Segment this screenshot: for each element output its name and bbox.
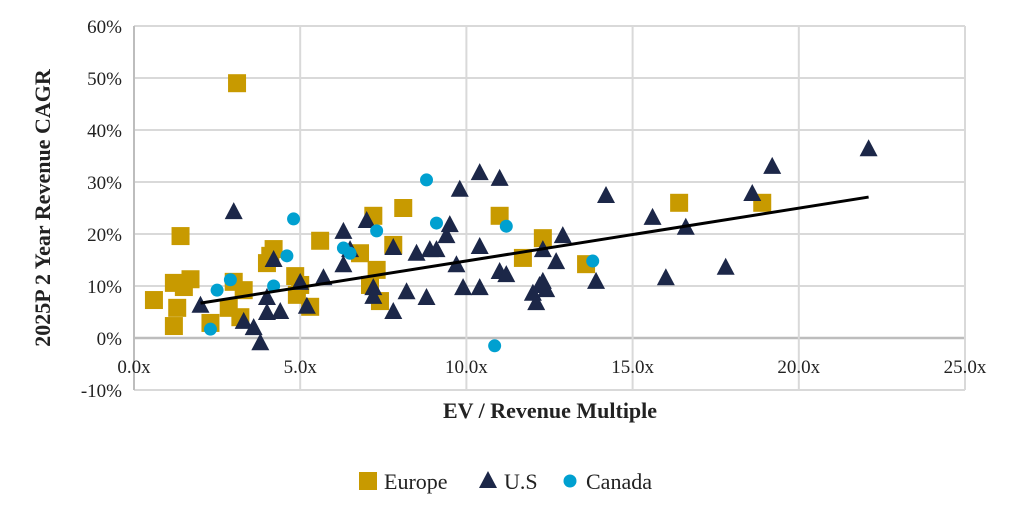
circle-point bbox=[488, 339, 502, 353]
triangle-point bbox=[470, 237, 489, 254]
square-point bbox=[171, 227, 190, 246]
y-tick-label: -10% bbox=[81, 381, 122, 402]
legend-triangle-icon bbox=[479, 471, 497, 488]
triangle-point bbox=[716, 257, 735, 275]
triangle-point bbox=[234, 311, 253, 329]
circle-point bbox=[223, 273, 237, 287]
triangle-point bbox=[407, 243, 426, 261]
circle-point bbox=[586, 254, 600, 268]
y-tick-label: 60% bbox=[87, 17, 122, 38]
triangle-point bbox=[437, 226, 456, 244]
triangle-point bbox=[364, 286, 383, 304]
y-tick-label: 0% bbox=[97, 329, 123, 350]
y-axis-title: 2025P 2 Year Revenue CAGR bbox=[30, 68, 55, 347]
series-us bbox=[191, 139, 878, 351]
trendline-line bbox=[200, 195, 869, 305]
triangle-point bbox=[497, 265, 516, 283]
x-tick-label: 5.0x bbox=[284, 357, 318, 378]
triangle-point bbox=[224, 202, 243, 220]
triangle-point bbox=[597, 186, 616, 204]
triangle-point bbox=[264, 250, 283, 267]
square-point bbox=[181, 270, 200, 289]
legend-circle-icon bbox=[563, 474, 577, 488]
triangle-point bbox=[643, 207, 662, 225]
circle-point bbox=[280, 249, 294, 263]
triangle-point bbox=[357, 211, 376, 228]
triangle-point bbox=[470, 163, 489, 181]
circle-point bbox=[343, 246, 357, 260]
y-tick-label: 50% bbox=[87, 69, 122, 90]
y-tick-label: 30% bbox=[87, 173, 122, 194]
triangle-point bbox=[417, 287, 436, 305]
triangle-point bbox=[191, 295, 210, 313]
circle-point bbox=[420, 173, 434, 187]
triangle-point bbox=[384, 238, 403, 256]
square-point bbox=[168, 298, 187, 317]
trendline bbox=[200, 195, 869, 305]
square-point bbox=[144, 291, 163, 310]
triangle-point bbox=[440, 215, 459, 233]
square-point bbox=[228, 74, 247, 93]
triangle-point bbox=[314, 268, 333, 286]
triangle-point bbox=[271, 302, 290, 319]
gridlines bbox=[133, 25, 966, 391]
triangle-point bbox=[334, 221, 353, 239]
square-point bbox=[351, 244, 370, 263]
circle-point bbox=[203, 322, 217, 336]
triangle-point bbox=[656, 268, 675, 286]
legend-label: U.S bbox=[504, 469, 538, 494]
triangle-point bbox=[859, 139, 878, 157]
x-axis-title: EV / Revenue Multiple bbox=[443, 398, 657, 423]
y-tick-label: 10% bbox=[87, 277, 122, 298]
legend-square-icon bbox=[359, 472, 377, 490]
x-tick-label: 0.0x bbox=[117, 357, 151, 378]
square-point bbox=[164, 317, 183, 336]
triangle-point bbox=[251, 333, 270, 351]
circle-point bbox=[267, 279, 281, 293]
triangle-point bbox=[450, 179, 469, 197]
square-point bbox=[264, 240, 283, 259]
series-canada bbox=[203, 173, 600, 353]
triangle-point bbox=[397, 282, 416, 300]
triangle-point bbox=[364, 278, 383, 296]
triangle-point bbox=[527, 293, 546, 311]
x-tick-label: 25.0x bbox=[944, 357, 987, 378]
triangle-point bbox=[244, 318, 263, 336]
legend: Europe U.S Canada bbox=[359, 469, 652, 494]
y-tick-label: 40% bbox=[87, 121, 122, 142]
circle-point bbox=[499, 219, 513, 233]
y-tick-label: 20% bbox=[87, 225, 122, 246]
circle-point bbox=[210, 283, 224, 297]
triangle-point bbox=[587, 271, 606, 289]
circle-point bbox=[429, 216, 443, 230]
circle-point bbox=[370, 224, 384, 238]
triangle-point bbox=[257, 287, 276, 305]
square-point bbox=[670, 193, 689, 212]
triangle-point bbox=[297, 296, 316, 314]
triangle-point bbox=[743, 183, 762, 201]
x-tick-label: 15.0x bbox=[611, 357, 654, 378]
triangle-point bbox=[553, 226, 572, 244]
legend-label: Europe bbox=[384, 469, 448, 494]
square-point bbox=[533, 229, 552, 248]
square-point bbox=[311, 231, 330, 250]
tick-labels: -10% 0% 10% 20% 30% 40% 50% 60% 0.0x 5.0x 10.0x 15.… bbox=[81, 17, 987, 402]
triangle-point bbox=[547, 252, 566, 270]
triangle-point bbox=[537, 280, 556, 298]
x-tick-label: 20.0x bbox=[777, 357, 820, 378]
circle-point bbox=[287, 212, 301, 226]
square-point bbox=[394, 199, 413, 217]
x-tick-label: 10.0x bbox=[445, 357, 488, 378]
triangle-point bbox=[427, 240, 446, 258]
legend-label: Canada bbox=[586, 469, 652, 494]
triangle-point bbox=[257, 303, 276, 321]
triangle-point bbox=[470, 278, 489, 296]
data-points bbox=[144, 74, 878, 353]
triangle-point bbox=[384, 302, 403, 319]
triangle-point bbox=[454, 278, 473, 296]
triangle-point bbox=[334, 255, 353, 273]
triangle-point bbox=[763, 156, 782, 174]
triangle-point bbox=[490, 168, 509, 186]
